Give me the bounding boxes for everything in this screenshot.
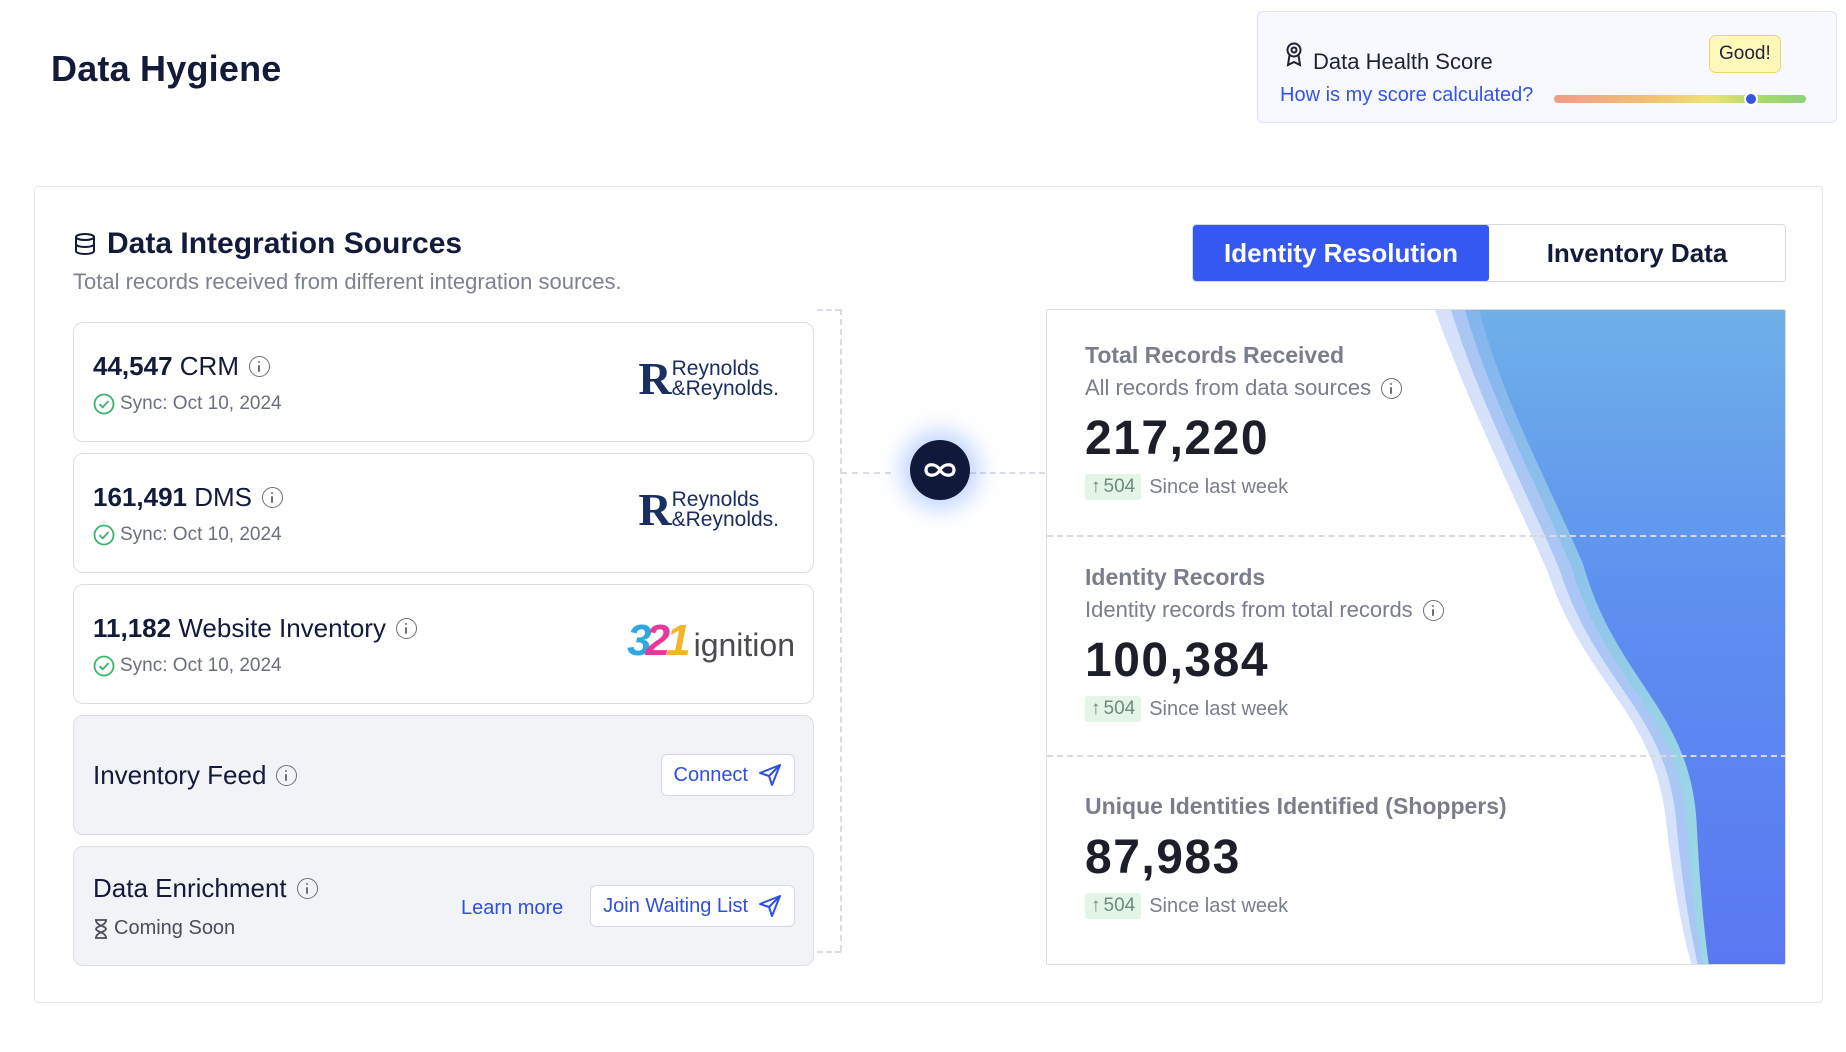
source-card-crm[interactable]: 44,547 CRM Sync: Oct 10, 2024 R Reynolds… bbox=[73, 322, 814, 442]
delta-chip: ↑ 504 bbox=[1085, 893, 1142, 919]
metric-total-records: Total Records Received All records from … bbox=[1085, 342, 1403, 500]
join-waiting-list-button[interactable]: Join Waiting List bbox=[590, 885, 795, 927]
connector-line bbox=[817, 951, 841, 953]
source-count: 11,182 bbox=[93, 613, 172, 643]
connector-line bbox=[840, 309, 842, 951]
health-status-badge: Good! bbox=[1709, 35, 1781, 73]
metric-title: Total Records Received bbox=[1085, 342, 1345, 368]
info-icon[interactable] bbox=[262, 487, 283, 508]
reynolds-logo: R Reynolds &Reynolds. bbox=[638, 484, 779, 535]
tab-inventory-data[interactable]: Inventory Data bbox=[1546, 237, 1728, 268]
check-circle-icon bbox=[93, 393, 115, 415]
delta-label: Since last week bbox=[1149, 894, 1289, 917]
source-name: Website Inventory bbox=[178, 613, 386, 643]
reynolds-logo: R Reynolds &Reynolds. bbox=[638, 353, 779, 404]
row-divider bbox=[1047, 755, 1785, 757]
delta-chip: ↑ 504 bbox=[1085, 474, 1142, 500]
metric-title: Unique Identities Identified (Shoppers) bbox=[1085, 793, 1507, 819]
source-name: CRM bbox=[179, 351, 239, 381]
arrow-up-icon: ↑ bbox=[1091, 698, 1101, 719]
info-icon[interactable] bbox=[1381, 377, 1403, 399]
funnel-graphic bbox=[1435, 310, 1785, 964]
sync-date: Sync: Oct 10, 2024 bbox=[120, 524, 282, 545]
source-name: Data Enrichment bbox=[93, 873, 287, 903]
info-icon[interactable] bbox=[395, 618, 417, 639]
source-name: DMS bbox=[194, 482, 252, 512]
source-card-inventory-feed: Inventory Feed Connect bbox=[73, 715, 814, 835]
ignition-logo: 3 2 1 ignition bbox=[627, 616, 795, 665]
arrow-up-icon: ↑ bbox=[1091, 895, 1101, 916]
row-divider bbox=[1047, 535, 1785, 537]
health-score-bar bbox=[1554, 92, 1806, 106]
check-circle-icon bbox=[93, 524, 115, 546]
delta-label: Since last week bbox=[1149, 475, 1289, 498]
sync-date: Sync: Oct 10, 2024 bbox=[120, 655, 282, 676]
infinity-icon bbox=[924, 463, 956, 477]
source-count: 161,491 bbox=[93, 482, 187, 512]
metric-unique-identities: Unique Identities Identified (Shoppers) … bbox=[1085, 793, 1507, 919]
source-name: Inventory Feed bbox=[93, 760, 267, 790]
score-calculation-link[interactable]: How is my score calculated? bbox=[1280, 84, 1534, 106]
metric-value: 87,983 bbox=[1085, 831, 1241, 884]
section-title: Data Integration Sources bbox=[107, 227, 463, 260]
page-title: Data Hygiene bbox=[51, 48, 282, 89]
integration-panel: Data Integration Sources Total records r… bbox=[34, 186, 1823, 1003]
sync-date: Sync: Oct 10, 2024 bbox=[120, 393, 282, 414]
view-tabs: Identity Resolution Inventory Data bbox=[1192, 224, 1786, 282]
coming-soon-status: Coming Soon bbox=[114, 917, 236, 939]
source-card-dms[interactable]: 161,491 DMS Sync: Oct 10, 2024 R Reynold… bbox=[73, 453, 814, 573]
info-icon[interactable] bbox=[248, 356, 270, 377]
learn-more-link[interactable]: Learn more bbox=[461, 897, 564, 919]
tab-identity-resolution[interactable]: Identity Resolution bbox=[1193, 225, 1489, 281]
section-header: Data Integration Sources Total records r… bbox=[73, 227, 622, 295]
identity-funnel-panel: Total Records Received All records from … bbox=[1046, 309, 1786, 965]
connector-line bbox=[841, 472, 891, 474]
arrow-up-icon: ↑ bbox=[1091, 476, 1101, 497]
source-card-website-inventory[interactable]: 11,182 Website Inventory Sync: Oct 10, 2… bbox=[73, 584, 814, 704]
connector-line bbox=[817, 309, 841, 311]
integration-hub bbox=[910, 440, 970, 500]
send-icon bbox=[759, 764, 781, 786]
metric-identity-records: Identity Records Identity records from t… bbox=[1085, 564, 1444, 722]
metric-title: Identity Records bbox=[1085, 564, 1266, 590]
check-circle-icon bbox=[93, 655, 115, 677]
info-icon[interactable] bbox=[296, 878, 318, 899]
data-health-score-card: Data Health Score Good! How is my score … bbox=[1257, 11, 1837, 123]
database-icon bbox=[75, 233, 95, 256]
source-card-data-enrichment: Data Enrichment Coming Soon Learn more J… bbox=[73, 846, 814, 966]
metric-subtitle: Identity records from total records bbox=[1085, 597, 1413, 622]
health-score-title: Data Health Score bbox=[1313, 49, 1493, 74]
metric-subtitle: All records from data sources bbox=[1085, 375, 1372, 400]
info-icon[interactable] bbox=[276, 765, 298, 786]
metric-value: 217,220 bbox=[1085, 412, 1270, 465]
hourglass-icon bbox=[95, 918, 107, 939]
award-icon bbox=[1286, 42, 1302, 67]
connector-line bbox=[970, 472, 1045, 474]
delta-chip: ↑ 504 bbox=[1085, 696, 1142, 722]
delta-label: Since last week bbox=[1149, 697, 1289, 720]
section-subtitle: Total records received from different in… bbox=[73, 269, 622, 294]
info-icon[interactable] bbox=[1422, 599, 1444, 621]
health-score-indicator bbox=[1743, 92, 1758, 106]
connect-button[interactable]: Connect bbox=[660, 754, 795, 796]
metric-value: 100,384 bbox=[1085, 634, 1270, 687]
source-count: 44,547 bbox=[93, 351, 173, 381]
send-icon bbox=[759, 895, 781, 917]
